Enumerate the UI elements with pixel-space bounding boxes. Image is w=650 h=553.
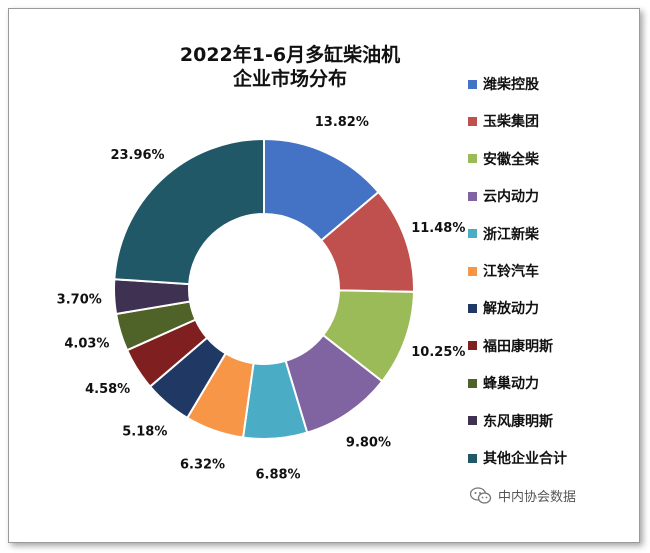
donut-slice — [113, 137, 265, 286]
slice-value-label: 23.96% — [110, 148, 164, 163]
legend-swatch — [468, 453, 477, 463]
legend-label: 浙江新柴 — [483, 226, 539, 243]
legend-swatch — [468, 191, 477, 201]
slice-value-label: 3.70% — [57, 292, 102, 307]
wechat-icon — [470, 486, 492, 504]
legend-item: 福田康明斯 — [468, 336, 553, 356]
chart-title-line-2: 企业市场分布 — [232, 68, 347, 90]
slice-value-label: 9.80% — [346, 436, 391, 451]
legend-item: 潍柴控股 — [468, 74, 539, 94]
legend-item: 蜂巢动力 — [468, 373, 539, 393]
slice-value-label: 11.48% — [411, 221, 465, 236]
legend-label: 潍柴控股 — [483, 77, 539, 93]
watermark: 中内协会数据 — [470, 486, 576, 505]
legend-item: 玉柴集团 — [468, 111, 539, 131]
legend-swatch — [468, 154, 477, 164]
legend-item: 解放动力 — [468, 298, 539, 318]
legend-label: 蜂巢动力 — [483, 376, 539, 393]
legend-label: 云内动力 — [483, 189, 539, 206]
slice-value-label: 6.88% — [255, 467, 300, 482]
legend-item: 江铃汽车 — [468, 261, 539, 281]
chart-title-line-1: 2022年1-6月多缸柴油机 — [179, 44, 401, 66]
legend-swatch — [468, 229, 477, 239]
legend-label: 安徽全柴 — [483, 151, 539, 168]
legend-item: 其他企业合计 — [468, 448, 567, 468]
legend-label: 解放动力 — [483, 301, 539, 318]
legend-label: 江铃汽车 — [483, 264, 539, 280]
chart-frame — [8, 8, 640, 543]
legend-swatch — [468, 116, 477, 126]
legend-item: 东风康明斯 — [468, 411, 553, 431]
slice-value-label: 13.82% — [315, 115, 369, 130]
legend-swatch — [468, 79, 477, 89]
slice-value-label: 5.18% — [122, 425, 167, 440]
legend-swatch — [468, 341, 477, 351]
legend-label: 东风康明斯 — [483, 413, 553, 430]
legend-item: 浙江新柴 — [468, 224, 539, 244]
legend-swatch — [468, 266, 477, 276]
legend-label: 其他企业合计 — [483, 451, 567, 467]
slice-value-label: 4.58% — [85, 382, 130, 397]
legend-label: 福田康明斯 — [483, 338, 553, 355]
slice-value-label: 4.03% — [64, 337, 109, 352]
slice-value-label: 10.25% — [411, 345, 465, 360]
legend-swatch — [468, 416, 477, 426]
legend-label: 玉柴集团 — [483, 114, 539, 131]
slice-value-label: 6.32% — [180, 457, 225, 472]
legend-item: 云内动力 — [468, 186, 539, 206]
legend-swatch — [468, 378, 477, 388]
legend-swatch — [468, 303, 477, 313]
watermark-text: 中内协会数据 — [498, 490, 577, 505]
legend-item: 安徽全柴 — [468, 149, 539, 169]
